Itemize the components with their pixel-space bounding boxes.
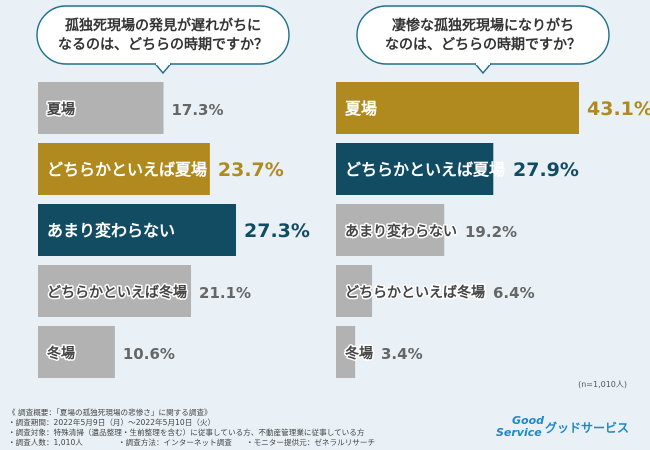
title-line: 凄惨な孤独死現場になりがち bbox=[392, 17, 574, 34]
bar-category-label: どちらかといえば夏場 bbox=[345, 160, 505, 179]
title-bubble-tail bbox=[154, 63, 172, 75]
bar-value-label: 3.4% bbox=[381, 345, 423, 363]
logo-mark-service: Service bbox=[496, 426, 542, 439]
title-line: 孤独死現場の発見が遅れがちに bbox=[65, 17, 261, 34]
bar bbox=[38, 204, 236, 256]
bar-category-label: 冬場 bbox=[345, 345, 373, 362]
bar bbox=[38, 143, 210, 195]
bar-category-label: あまり変わらない bbox=[345, 223, 457, 240]
bar-category-label: どちらかといえば冬場 bbox=[47, 284, 187, 301]
bar-category-label: どちらかといえば夏場 bbox=[47, 160, 207, 179]
bar-category-label: 夏場 bbox=[47, 101, 75, 118]
bar-value-label: 23.7% bbox=[218, 159, 284, 181]
survey-method-item: ・調査方法：インターネット調査 bbox=[118, 437, 232, 447]
sample-size-note: (n=1,010人) bbox=[578, 380, 627, 389]
title-bubble bbox=[356, 5, 610, 65]
title-line: なるのは、どちらの時期ですか？ bbox=[58, 36, 268, 53]
left-bar-chart: 夏場 17.3% どちらかといえば夏場 23.7% あまり変わらない 27.3% どちらかと… bbox=[38, 82, 310, 378]
bar-category-label: あまり変わらない bbox=[47, 221, 175, 240]
bar bbox=[336, 82, 579, 134]
title-bubble bbox=[36, 5, 290, 65]
bar-value-label: 43.1% bbox=[587, 98, 650, 120]
bar-category-label: どちらかといえば冬場 bbox=[345, 284, 485, 301]
bar-value-label: 17.3% bbox=[171, 101, 223, 119]
bar bbox=[38, 326, 115, 378]
title-bubble-tail bbox=[474, 63, 492, 75]
survey-footer: 《 調査概要：「夏場の孤独死現場の悲惨さ」に関する調査》 ・調査期間：2022年… bbox=[8, 407, 375, 447]
logo-company-name: グッドサービス bbox=[545, 420, 629, 435]
bar bbox=[336, 326, 356, 378]
title-line: なのは、どちらの時期ですか？ bbox=[385, 36, 581, 53]
right-bar-chart: 夏場 43.1% どちらかといえば夏場 27.9% あまり変わらない 19.2% どちらかと… bbox=[336, 82, 650, 378]
bar-value-label: 10.6% bbox=[123, 345, 175, 363]
survey-period-line: ・調査期間：2022年5月9日（月）～2022年5月10日（火） bbox=[8, 417, 215, 427]
bar bbox=[38, 265, 192, 317]
bar bbox=[336, 204, 445, 256]
bar-value-label: 19.2% bbox=[465, 223, 517, 241]
bar-value-label: 21.1% bbox=[199, 284, 251, 302]
title-bubble-tail-join bbox=[156, 62, 170, 65]
bar-category-label: 夏場 bbox=[344, 99, 377, 118]
bar-value-label: 27.9% bbox=[513, 159, 579, 181]
bar bbox=[336, 265, 373, 317]
survey-overview-line: 《 調査概要：「夏場の孤独死現場の悲惨さ」に関する調査》 bbox=[8, 407, 212, 417]
survey-count-item: ・調査人数：1,010人 bbox=[8, 437, 83, 447]
survey-target-line: ・調査対象：特殊清掃（遺品整理・生前整理を含む）に従事している方、不動産管理業に… bbox=[8, 427, 365, 437]
brand-logo: Good Service グッドサービス bbox=[496, 414, 629, 439]
logo-mark-good: Good bbox=[512, 414, 544, 427]
title-bubble-tail-join bbox=[476, 62, 490, 65]
bar bbox=[336, 143, 494, 195]
survey-provider-item: ・モニター提供元：ゼネラルリサーチ bbox=[246, 437, 375, 447]
bar-category-label: 冬場 bbox=[47, 345, 75, 362]
bar bbox=[38, 82, 164, 134]
bar-value-label: 6.4% bbox=[493, 284, 535, 302]
bar-value-label: 27.3% bbox=[244, 220, 310, 242]
